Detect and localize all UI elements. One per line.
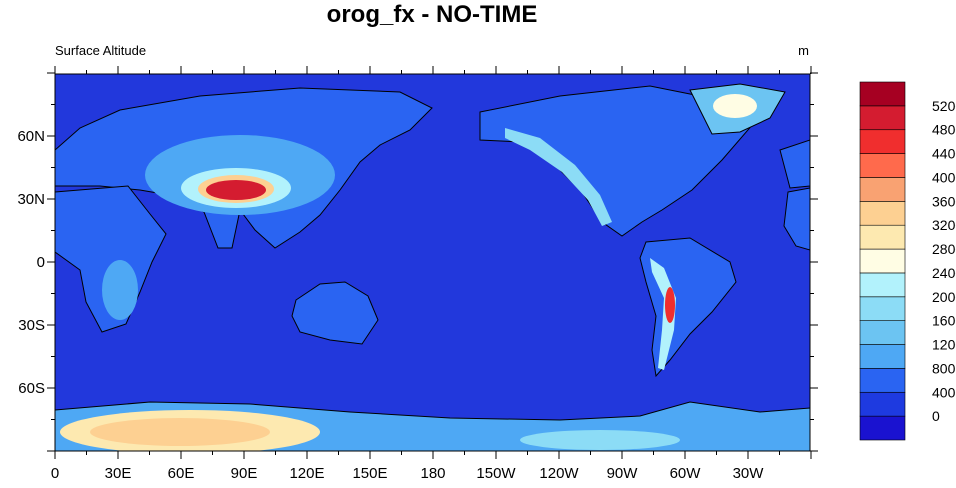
- y-tick-label: 60N: [17, 128, 45, 145]
- colorbar-box: [859, 201, 906, 226]
- subtitle: Surface Altitude: [55, 43, 146, 58]
- colorbar-label: 2000: [932, 289, 956, 305]
- colorbar-box: [859, 296, 906, 321]
- colorbar-label: 5200: [932, 98, 956, 114]
- colorbar-box: [859, 105, 906, 131]
- rockies: [505, 128, 612, 226]
- colorbar-box: [859, 153, 906, 178]
- colorbar-label: 1200: [932, 337, 956, 353]
- colorbar-label: 4800: [932, 122, 956, 138]
- colorbar-label: 4400: [932, 146, 956, 162]
- colorbar-box: [859, 344, 906, 369]
- colorbar-box: [859, 224, 906, 250]
- x-tick-label: 90W: [607, 465, 639, 482]
- y-tick-label: 0: [37, 254, 45, 271]
- x-tick-label: 150W: [476, 465, 516, 482]
- colorbar-box: [859, 272, 906, 298]
- colorbar-box: [859, 368, 906, 393]
- australia: [291, 281, 379, 345]
- colorbar-box: [859, 415, 906, 441]
- africa-west: [783, 187, 810, 251]
- colorbar-box: [859, 391, 906, 417]
- antarctica-west: [520, 430, 680, 450]
- colorbar-box: [859, 177, 906, 202]
- colorbar-label: 3200: [932, 217, 956, 233]
- colorbar-box: [859, 248, 906, 274]
- y-tick-label: 60S: [18, 380, 45, 397]
- andes-peak: [665, 287, 675, 323]
- x-tick-label: 0: [51, 465, 59, 482]
- y-tick-label: 30N: [17, 191, 45, 208]
- colorbar-box: [859, 320, 906, 345]
- africa-high: [102, 260, 138, 320]
- colorbar-box: [859, 129, 906, 154]
- colorbar-label: 3600: [932, 193, 956, 209]
- greenland-ice: [713, 94, 757, 118]
- tibet-core: [206, 180, 266, 200]
- antarctica-high: [90, 418, 270, 446]
- colorbar-label: 0: [932, 408, 940, 424]
- x-tick-label: 150E: [352, 465, 387, 482]
- title: orog_fx - NO-TIME: [327, 1, 538, 28]
- units: m: [798, 43, 809, 58]
- colorbar-label: 2400: [932, 265, 956, 281]
- eurasia-east: [779, 139, 810, 189]
- colorbar-label: 4000: [932, 169, 956, 185]
- colorbar-label: 2800: [932, 241, 956, 257]
- x-tick-label: 60W: [670, 465, 702, 482]
- x-tick-label: 180: [420, 465, 445, 482]
- colorbar-label: 800: [932, 360, 956, 376]
- colorbar: 0 400 800 1200 1600 2000 2400 2800 3200 3600 4000 4…: [859, 81, 956, 441]
- x-tick-label: 120E: [289, 465, 324, 482]
- colorbar-label: 1600: [932, 313, 956, 329]
- x-tick-label: 60E: [168, 465, 195, 482]
- colorbar-label: 400: [932, 384, 956, 400]
- x-tick-label: 30E: [105, 465, 132, 482]
- x-tick-label: 30W: [733, 465, 765, 482]
- x-tick-label: 90E: [231, 465, 258, 482]
- map-field: [55, 74, 810, 451]
- andes: [650, 258, 676, 370]
- axes: 0 30E 60E 90E 120E 150E 180 150W 120W 90W 60W 30W 60…: [17, 66, 818, 482]
- x-tick-label: 120W: [539, 465, 579, 482]
- y-tick-label: 30S: [18, 317, 45, 334]
- colorbar-box: [859, 81, 906, 107]
